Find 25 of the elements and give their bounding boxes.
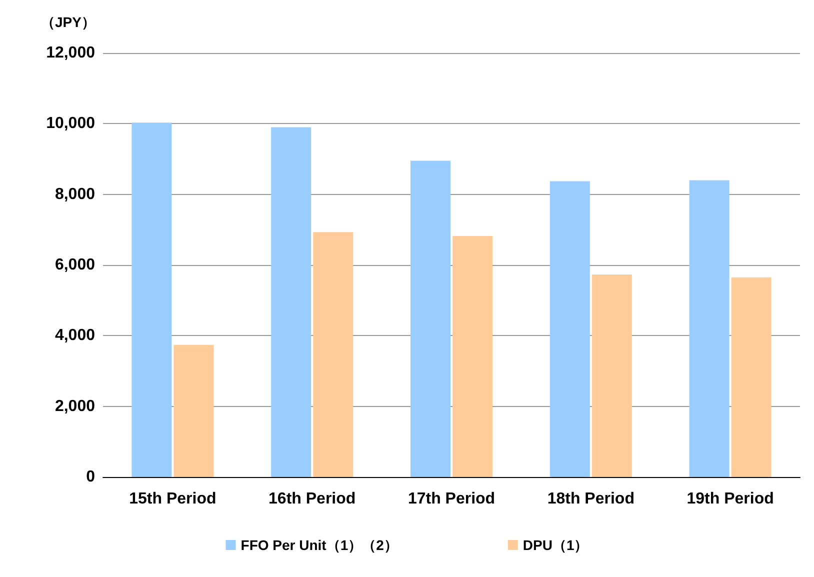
legend-label: FFO Per Unit（1）（2） (240, 537, 398, 553)
bar (410, 160, 450, 477)
bar (452, 236, 492, 477)
x-tick-label: 17th Period (408, 490, 496, 508)
x-tick-label: 15th Period (129, 490, 216, 508)
y-tick-label: 6,000 (54, 256, 96, 274)
y-tick-label: 4,000 (54, 327, 96, 344)
bar (731, 277, 772, 477)
bar (689, 180, 730, 477)
bar (174, 344, 214, 477)
y-tick-label: 0 (86, 468, 96, 486)
y-tick-label: 10,000 (46, 115, 96, 132)
x-tick-label: 16th Period (268, 490, 356, 508)
x-tick-label: 18th Period (547, 490, 634, 508)
bar (132, 122, 172, 477)
bar (271, 127, 312, 477)
bar (592, 274, 632, 477)
bar (313, 232, 354, 477)
y-tick-label: 2,000 (54, 398, 96, 415)
bar (550, 181, 590, 477)
x-tick-label: 19th Period (686, 490, 774, 508)
y-tick-label: 8,000 (54, 186, 96, 203)
y-axis-title: （JPY） (41, 14, 96, 30)
legend-label: DPU（1） (522, 537, 588, 553)
y-tick-label: 12,000 (46, 44, 96, 62)
